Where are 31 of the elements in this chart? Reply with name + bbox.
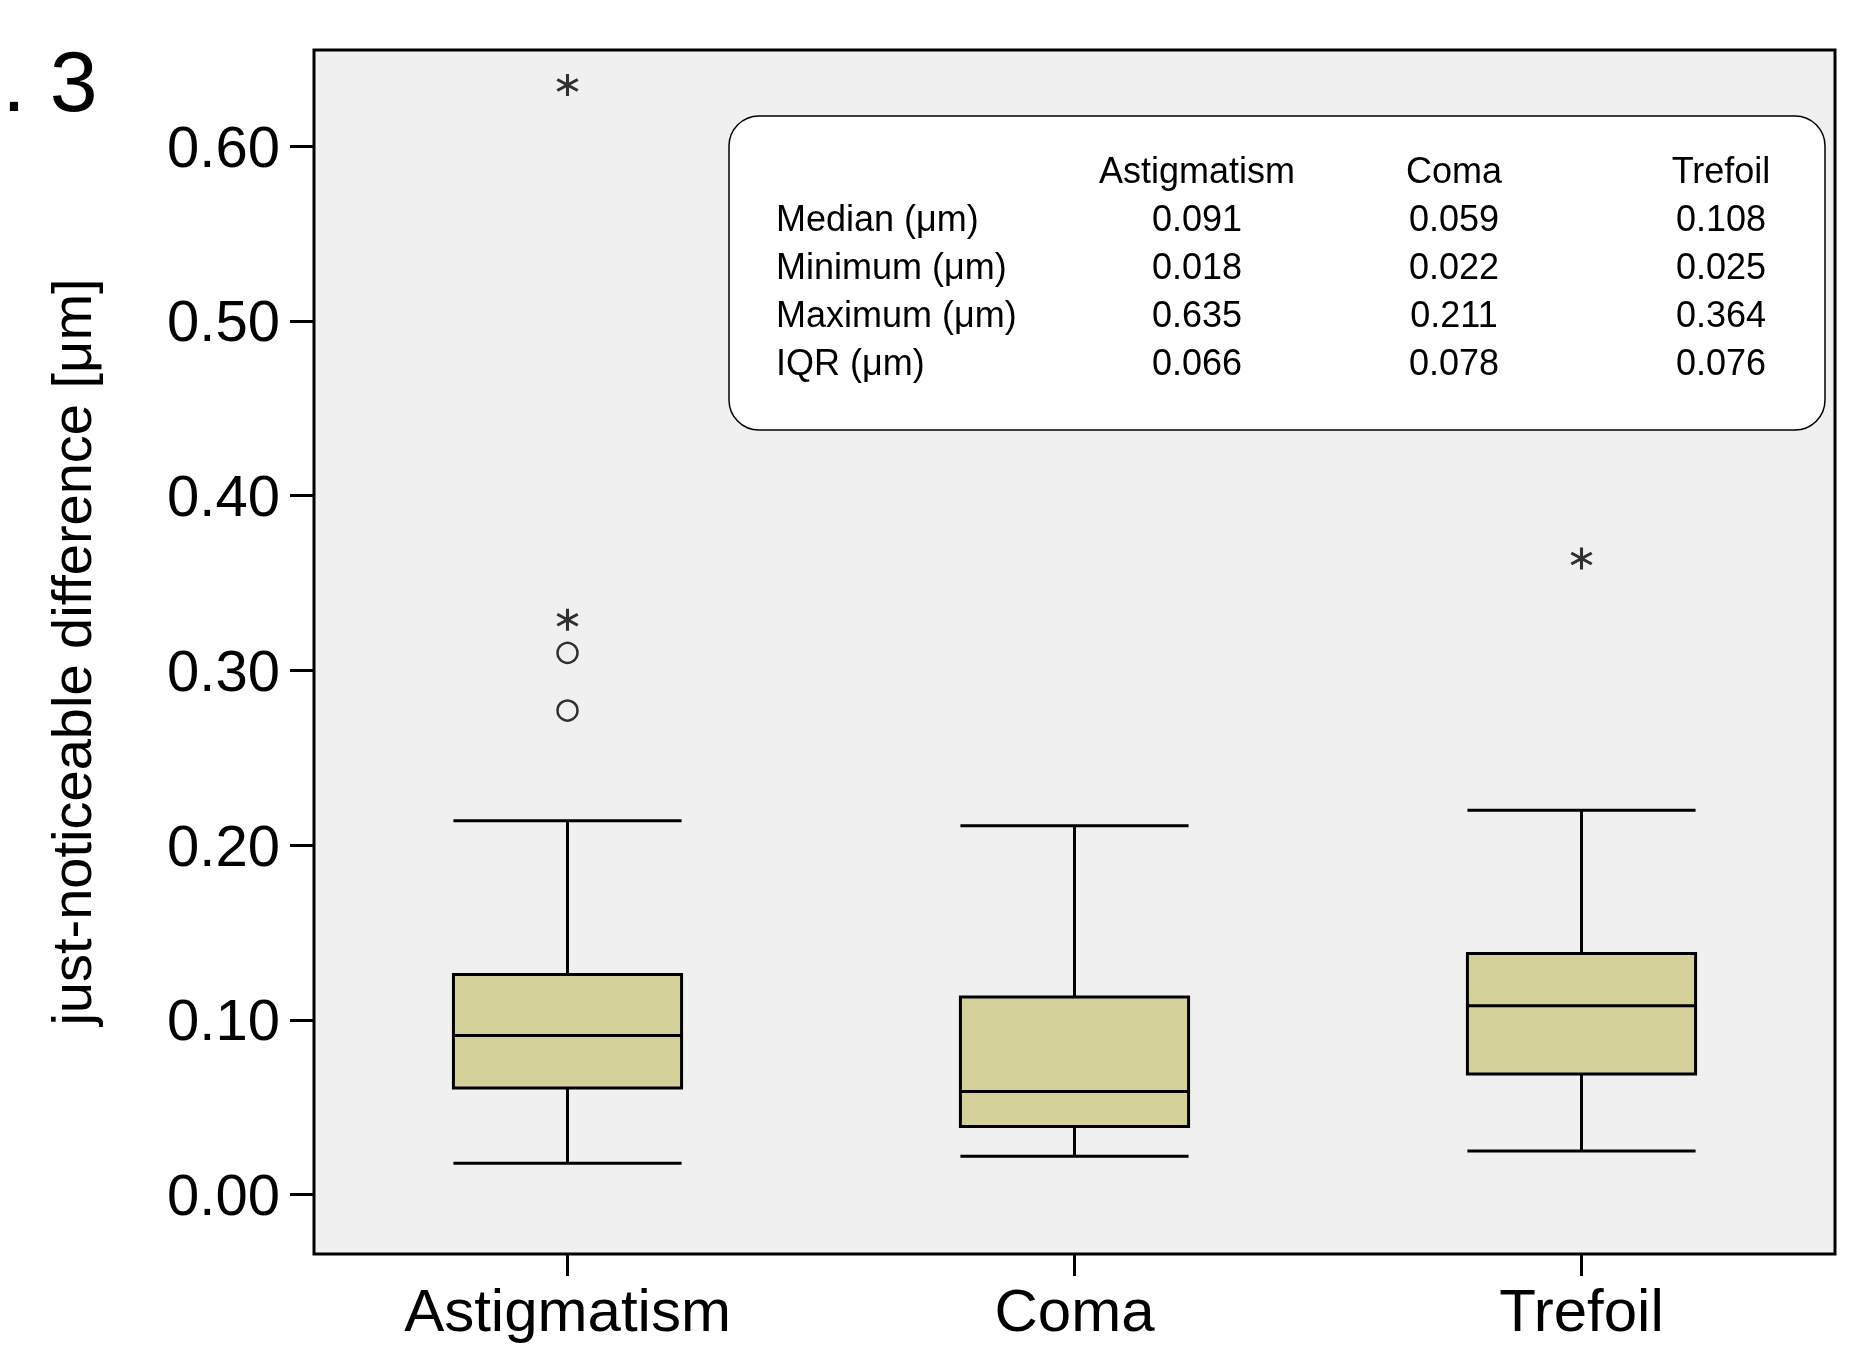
x-tick-label: Coma [994, 1276, 1156, 1344]
chart-title: . 3 [2, 33, 98, 129]
y-tick-label: 0.60 [167, 113, 280, 179]
annotation: 0.078 [1408, 341, 1500, 383]
x-tick-label: Astigmatism [404, 1276, 731, 1344]
y-tick-label: 0.40 [167, 463, 280, 529]
y-tick-label: 0.10 [167, 987, 280, 1053]
annotation: 0.066 [1151, 341, 1243, 383]
annotation: 0.108 [1675, 197, 1767, 239]
annotation: 0.076 [1675, 341, 1767, 383]
annotation: 0.018 [1151, 245, 1243, 287]
annotation: 0.635 [1151, 293, 1243, 335]
annotation: IQR (μm) [776, 341, 925, 383]
annotation: 0.091 [1151, 197, 1243, 239]
annotation: 0.059 [1408, 197, 1500, 239]
annotation: Coma [1405, 149, 1503, 191]
annotation: 0.022 [1408, 245, 1500, 287]
annotation: Median (μm) [776, 197, 979, 239]
y-tick-label: 0.50 [167, 288, 280, 354]
annotation: Minimum (μm) [776, 245, 1007, 287]
y-tick-label: 0.20 [167, 812, 280, 878]
x-tick-label: Trefoil [1499, 1276, 1664, 1344]
annotation: 0.364 [1675, 293, 1767, 335]
annotation: 0.211 [1410, 293, 1498, 335]
annotation: Trefoil [1671, 149, 1771, 191]
annotation: 0.025 [1675, 245, 1767, 287]
y-axis-title: just-noticeable difference [μm] [39, 278, 103, 1028]
y-tick-label: 0.00 [167, 1162, 280, 1228]
annotation: Maximum (μm) [776, 293, 1017, 335]
y-tick-label: 0.30 [167, 637, 280, 703]
annotation: Astigmatism [1098, 149, 1296, 191]
